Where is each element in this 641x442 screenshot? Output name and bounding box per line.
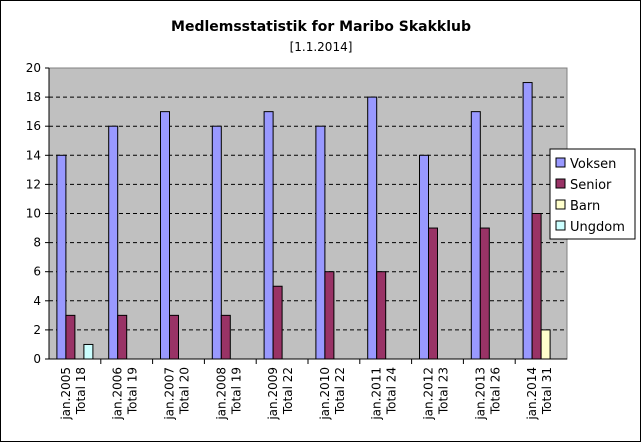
y-tick-label: 20 [26,61,41,75]
bar-senior [428,227,438,360]
legend-label-senior: Senior [570,178,612,193]
x-tick-label: jan.2008 [214,367,228,421]
bar-voksen [160,111,170,360]
x-tick-label: Total 22 [281,367,295,415]
x-tick-label: jan.2007 [163,367,177,421]
x-tick-label: jan.2011 [370,367,384,421]
legend-swatch-senior [555,178,566,189]
bar-senior [65,314,76,360]
legend: Voksen Senior Barn Ungdom [549,148,636,240]
x-tick-label: jan.2006 [111,367,125,421]
legend-swatch-voksen [555,157,566,168]
bar-ungdom [83,343,94,360]
y-tick-label: 0 [33,352,41,366]
x-tick-label: Total 24 [385,367,399,415]
bar-barn [540,329,551,360]
y-tick-label: 18 [26,90,41,104]
x-tick-label: Total 20 [178,367,192,415]
y-tick-label: 12 [26,177,41,191]
x-tick-label: Total 26 [488,367,502,415]
legend-label-ungdom: Ungdom [570,220,625,235]
bar-senior [479,227,490,360]
bar-senior [376,271,387,360]
bar-voksen [367,96,378,360]
x-tick-label: jan.2014 [525,367,539,421]
plot-area: 0 2 4 6 8 10 12 14 16 18 20 jan.2005 Total 18 jan.200… [26,61,568,421]
bar-senior [324,271,335,360]
bar-voksen [315,125,326,360]
y-tick-label: 8 [33,236,41,250]
legend-swatch-barn [555,199,566,210]
x-tick-label: jan.2013 [473,367,487,421]
y-tick-label: 10 [26,207,41,221]
bar-voksen [470,111,481,360]
x-tick-label: Total 19 [229,367,243,415]
x-tick-label: jan.2010 [318,367,332,421]
x-tick-label: Total 23 [437,367,451,415]
y-tick-label: 6 [33,265,41,279]
legend-label-voksen: Voksen [570,157,616,172]
x-tick-label: jan.2005 [59,367,73,421]
x-tick-label: Total 22 [333,367,347,415]
bar-senior [272,285,283,360]
bar-voksen [263,111,274,360]
bar-senior [117,314,128,360]
chart-title: Medlemsstatistik for Maribo Skakklub [171,19,471,35]
legend-swatch-ungdom [555,220,566,231]
y-tick-label: 2 [33,323,41,337]
bar-voksen [211,125,222,360]
bar-voksen [56,154,67,360]
bar-voksen [108,125,119,360]
x-tick-label: jan.2012 [422,367,436,421]
bar-senior [220,314,231,360]
x-tick-label: Total 31 [540,367,554,415]
bar-voksen [419,154,429,360]
bar-senior [169,314,179,360]
x-tick-label: Total 18 [74,367,88,415]
x-tick-label: Total 19 [126,367,140,415]
bar-senior [531,213,542,360]
chart-subtitle: [1.1.2014] [290,40,353,54]
y-tick-label: 16 [26,119,41,133]
y-tick-label: 14 [26,148,41,162]
bar-voksen [522,82,533,360]
x-tick-label: jan.2009 [266,367,280,421]
y-tick-label: 4 [33,294,41,308]
legend-label-barn: Barn [570,199,600,214]
